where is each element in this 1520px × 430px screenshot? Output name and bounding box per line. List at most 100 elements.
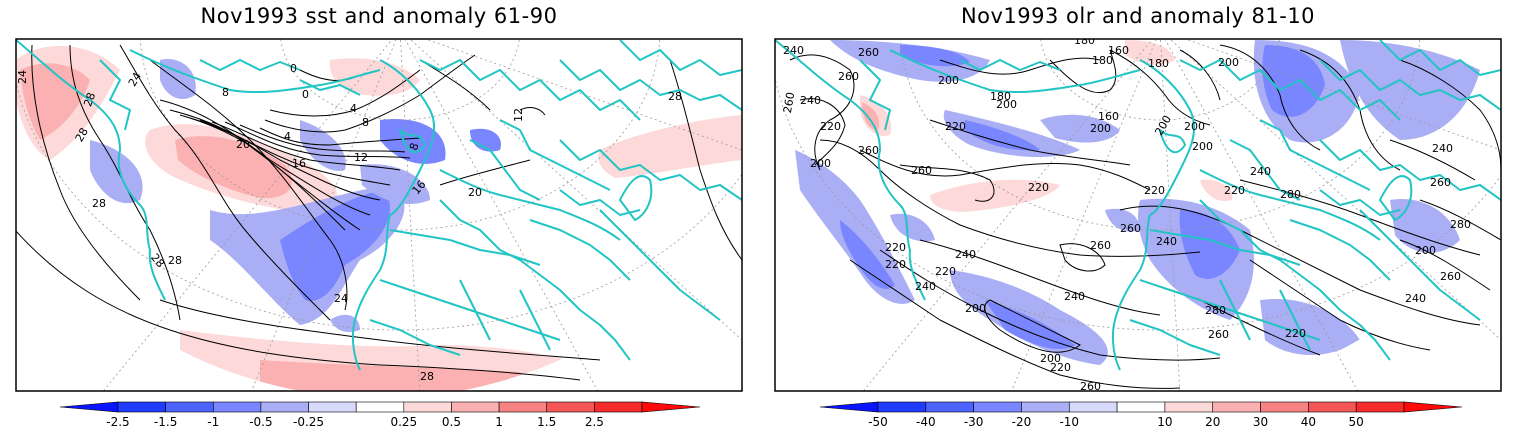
anomaly-patch	[470, 128, 501, 152]
colorbar-tick-label: -2.5	[106, 415, 129, 429]
colorbar-tick-label: 10	[1157, 415, 1172, 429]
colorbar-tick-label: -40	[916, 415, 936, 429]
colorbar-tick-label: 40	[1301, 415, 1316, 429]
contour-label: 240	[915, 280, 936, 293]
colorbar-tick-label: 0.5	[442, 415, 461, 429]
contour-label: 20	[236, 138, 250, 151]
colorbar-box	[1260, 401, 1309, 413]
contour-label: 240	[1432, 142, 1453, 155]
contour-label: 260	[1090, 239, 1111, 252]
colorbar-box	[451, 401, 500, 413]
colorbar-box	[1212, 401, 1261, 413]
colorbar-tick-label: -50	[868, 415, 888, 429]
right-panel-title: Nov1993 olr and anomaly 81-10	[960, 4, 1316, 28]
contour-label: 8	[407, 141, 422, 152]
colorbar-box	[1021, 401, 1070, 413]
anomaly-patch	[862, 102, 880, 130]
colorbar-tick-label: 1	[495, 415, 503, 429]
anomaly-patch	[380, 119, 446, 164]
colorbar-box	[498, 401, 548, 413]
contour-label: 180	[990, 90, 1011, 103]
sst-coastlines	[16, 39, 742, 371]
colorbar-box	[1116, 401, 1166, 413]
contour-label: 280	[1205, 304, 1226, 317]
contour-label: 28	[73, 126, 91, 145]
contour-label: 240	[955, 248, 976, 261]
contour-label: 28	[92, 197, 106, 210]
contour-label: 24	[16, 70, 29, 84]
anomaly-patch	[890, 213, 935, 242]
sst-colorbar: -2.5 -1.5 -1 -0.5 -0.25 0.25 0.5 1 1.5 2.5	[59, 401, 701, 429]
contour-label: 220	[1028, 181, 1049, 194]
contour-label: 180	[1148, 57, 1169, 70]
olr-colorbar: -50 -40 -30 -20 -10 10 20 30 40 50	[819, 401, 1463, 429]
contour-label: 260	[838, 70, 859, 83]
sst-map-frame	[15, 38, 743, 392]
anomaly-patch	[360, 164, 430, 205]
contour-label: 200	[810, 157, 831, 170]
colorbar-tick-label: -30	[964, 415, 984, 429]
olr-contour-labels: 240 260 260 240 260 220 260 200 200 180 …	[781, 39, 1471, 393]
anomaly-patch	[830, 40, 990, 82]
contour-label: 28	[668, 90, 682, 103]
contour-label: 16	[292, 157, 306, 170]
contour-label: 24	[334, 292, 348, 305]
contour-label: 200	[1192, 140, 1213, 153]
contour-label: 280	[1280, 188, 1301, 201]
colorbar-box	[1355, 401, 1405, 413]
anomaly-patch	[280, 190, 391, 301]
contour-label: 0	[290, 62, 297, 75]
graticule	[775, 39, 1501, 391]
anomaly-patch	[260, 360, 540, 391]
colorbar-arrow-high	[641, 401, 701, 413]
colorbar-box	[546, 401, 595, 413]
colorbar-tick-label: -0.5	[249, 415, 272, 429]
anomaly-patch	[1105, 208, 1140, 232]
contour-label: 260	[1430, 176, 1451, 189]
contour-label: 240	[1250, 165, 1271, 178]
contour-label: 28	[168, 254, 182, 267]
anomaly-patch	[1179, 210, 1240, 279]
colorbar-box	[355, 401, 405, 413]
contour-label: 160	[1108, 44, 1129, 57]
contour-label: 260	[858, 144, 879, 157]
colorbar-box	[1068, 401, 1118, 413]
contour-label: 0	[302, 88, 309, 101]
colorbar-box	[1164, 401, 1214, 413]
anomaly-patch	[598, 115, 742, 178]
olr-contours	[789, 44, 1501, 389]
anomaly-patch	[930, 179, 1060, 212]
contour-label: 200	[1184, 120, 1205, 133]
colorbar-box	[973, 401, 1022, 413]
contour-label: 24	[126, 70, 144, 89]
colorbar-box	[260, 401, 309, 413]
anomaly-patch	[1262, 45, 1325, 117]
anomaly-patch	[985, 300, 1075, 350]
contour-label: 28	[420, 370, 434, 383]
colorbar-box	[877, 401, 927, 413]
colorbar-arrow-low	[59, 401, 119, 413]
contour-label: 200	[1040, 352, 1061, 365]
contour-label: 20	[468, 186, 482, 199]
contour-label: 280	[1450, 218, 1471, 231]
contour-label: 200	[1218, 56, 1239, 69]
colorbar-arrow-high	[1403, 401, 1463, 413]
colorbar-box	[308, 401, 357, 413]
olr-map-panel: 240 260 260 240 260 220 260 200 200 180 …	[774, 38, 1502, 393]
contour-label: 220	[935, 265, 956, 278]
contour-label: 4	[350, 102, 357, 115]
anomaly-patch	[1040, 114, 1120, 143]
colorbar-tick-label: 20	[1205, 415, 1220, 429]
anomaly-patch	[1260, 299, 1360, 355]
colorbar-box	[403, 401, 452, 413]
colorbar-box	[1308, 401, 1357, 413]
contour-label: 260	[858, 46, 879, 59]
contour-label: 240	[800, 94, 821, 107]
contour-label: 260	[1080, 380, 1101, 393]
colorbar-tick-label: 0.25	[390, 415, 417, 429]
anomaly-patch	[965, 120, 1040, 151]
anomaly-patch	[943, 110, 1080, 157]
colorbar-box	[165, 401, 214, 413]
contour-label: 220	[1144, 184, 1165, 197]
contour-label: 200	[1090, 122, 1111, 135]
